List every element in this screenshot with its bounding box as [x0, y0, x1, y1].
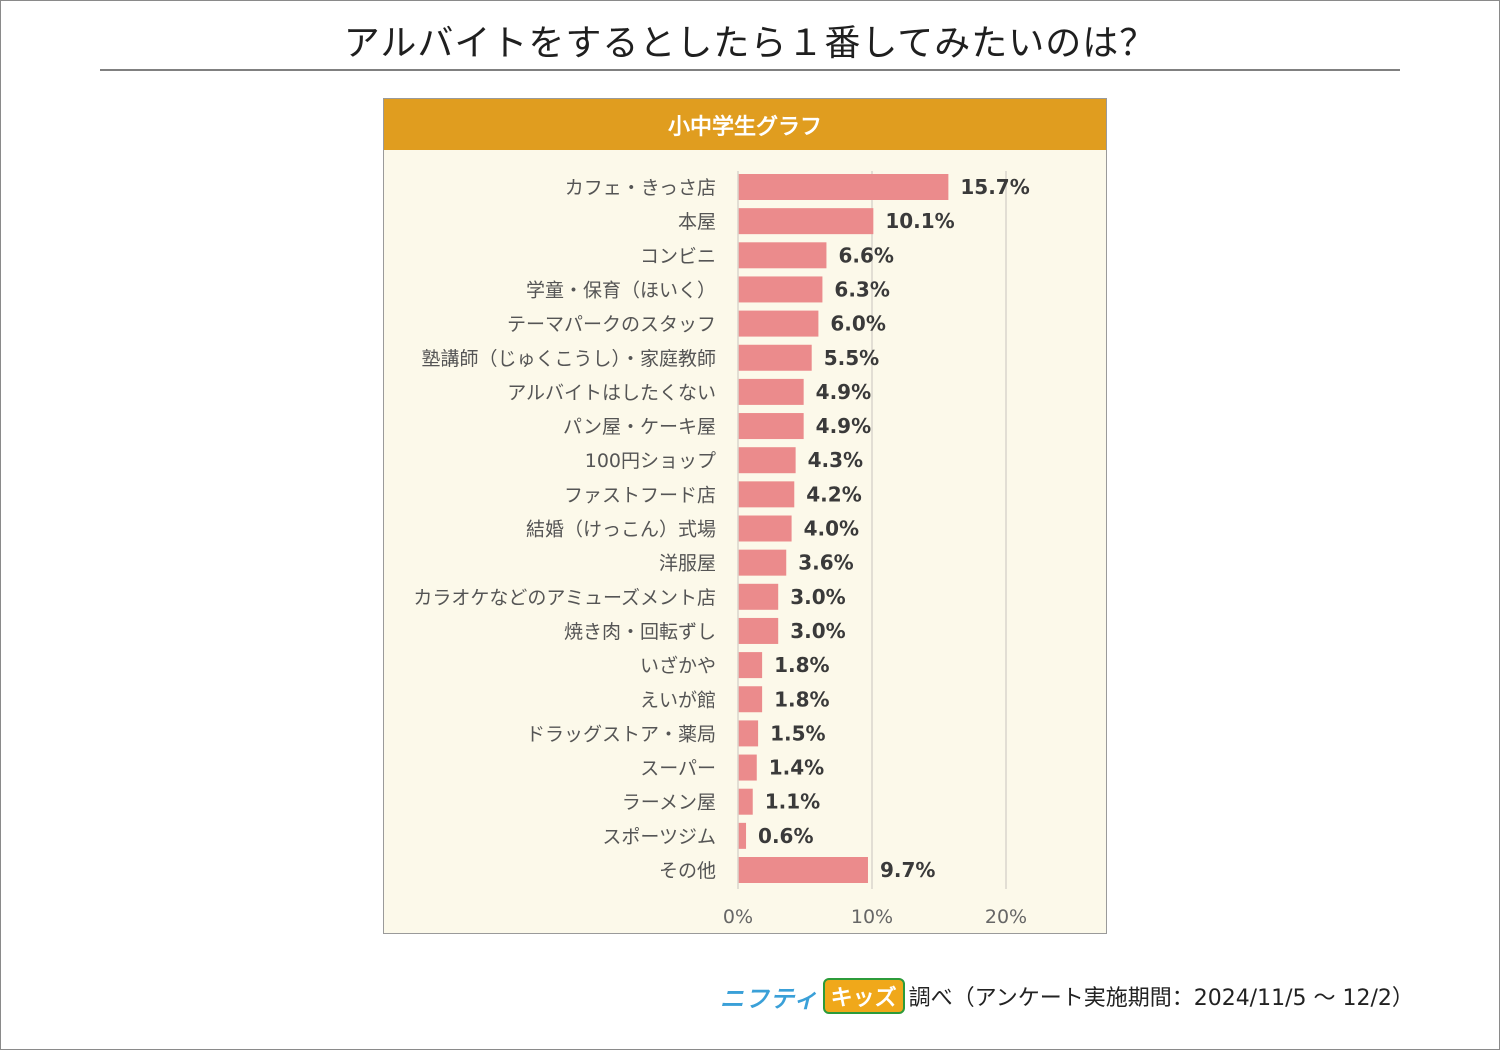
value-label: 1.4%: [769, 756, 824, 780]
category-label: スーパー: [640, 758, 716, 780]
category-label: ドラッグストア・薬局: [526, 723, 716, 745]
bar: [738, 481, 795, 508]
bar: [738, 822, 747, 849]
value-label: 10.1%: [885, 209, 954, 233]
bar-chart: 0% 10% 20% カフェ・きっさ店 15.7% 本屋 10.1% コンビニ 6.6% 学童・保…: [413, 171, 1030, 928]
category-label: ファストフード店: [564, 484, 716, 506]
page-title: アルバイトをするとしたら１番してみたいのは？: [343, 23, 1157, 64]
bar: [738, 276, 823, 303]
value-label: 3.0%: [790, 585, 845, 609]
value-label: 3.6%: [798, 551, 853, 575]
category-label: 学童・保育（ほいく）: [526, 279, 716, 301]
source-text: 調べ（アンケート実施期間：2024/11/5 ～ 12/2）: [908, 986, 1414, 1011]
value-label: 6.6%: [838, 243, 893, 267]
category-label: カフェ・きっさ店: [565, 177, 716, 199]
category-label: ラーメン屋: [622, 792, 716, 814]
value-label: 4.3%: [808, 448, 863, 472]
title-divider: [100, 69, 1400, 71]
bar: [738, 583, 779, 610]
value-label: 6.3%: [834, 277, 889, 301]
x-tick-label: 10%: [851, 906, 893, 928]
category-label: 結婚（けっこん）式場: [526, 519, 716, 541]
bar: [738, 754, 757, 781]
bar: [738, 208, 874, 235]
x-tick-label: 0%: [723, 906, 753, 928]
category-label: アルバイトはしたくない: [507, 382, 716, 404]
value-label: 15.7%: [960, 175, 1029, 199]
value-label: 1.8%: [774, 653, 829, 677]
category-label: いざかや: [640, 654, 716, 677]
chart-header: 小中学生グラフ: [384, 99, 1106, 150]
category-label: 焼き肉・回転ずし: [564, 621, 716, 643]
bar: [738, 378, 804, 405]
logo-kids-text: キッズ: [822, 978, 905, 1014]
value-label: 4.9%: [816, 380, 871, 404]
niftykids-logo: ニフティ キッズ: [720, 978, 905, 1014]
bar: [738, 515, 792, 542]
bar: [738, 447, 796, 474]
category-label: スポーツジム: [602, 826, 716, 848]
category-label: コンビニ: [640, 245, 716, 267]
category-label: テーマパークのスタッフ: [507, 314, 716, 336]
x-tick-label: 20%: [985, 906, 1027, 928]
category-label: その他: [659, 860, 716, 882]
value-label: 4.2%: [806, 482, 861, 506]
logo-nifty-text: ニフティ: [720, 984, 819, 1013]
bar: [738, 652, 763, 679]
value-label: 1.5%: [770, 721, 825, 745]
bar: [738, 788, 753, 815]
value-label: 1.1%: [765, 790, 820, 814]
value-label: 4.0%: [804, 517, 859, 541]
bar: [738, 413, 804, 440]
bar: [738, 617, 779, 644]
bar: [738, 549, 787, 576]
bar: [738, 174, 949, 200]
category-label: カラオケなどのアミューズメント店: [413, 587, 716, 609]
bar: [738, 857, 868, 883]
value-label: 6.0%: [830, 312, 885, 336]
value-label: 5.5%: [824, 346, 879, 370]
bar: [738, 686, 763, 713]
category-label: 洋服屋: [659, 553, 716, 575]
value-label: 4.9%: [816, 414, 871, 438]
bar: [738, 242, 827, 269]
bar: [738, 344, 812, 371]
category-label: えいが館: [640, 689, 716, 711]
value-label: 0.6%: [758, 824, 813, 848]
value-label: 3.0%: [790, 619, 845, 643]
source-note: ニフティ キッズ 調べ（アンケート実施期間：2024/11/5 ～ 12/2）: [720, 978, 1414, 1014]
bar: [738, 720, 759, 747]
value-label: 1.8%: [774, 687, 829, 711]
category-label: 本屋: [678, 211, 716, 233]
bar: [738, 310, 819, 337]
category-label: パン屋・ケーキ屋: [563, 416, 716, 438]
chart-panel: 小中学生グラフ 0% 10% 20% カフェ・きっさ店 15.7% 本屋 10.1% コンビニ…: [383, 98, 1107, 934]
category-label: 100円ショップ: [585, 450, 716, 472]
category-label: 塾講師（じゅくこうし）・家庭教師: [421, 348, 716, 370]
value-label: 9.7%: [880, 858, 935, 882]
